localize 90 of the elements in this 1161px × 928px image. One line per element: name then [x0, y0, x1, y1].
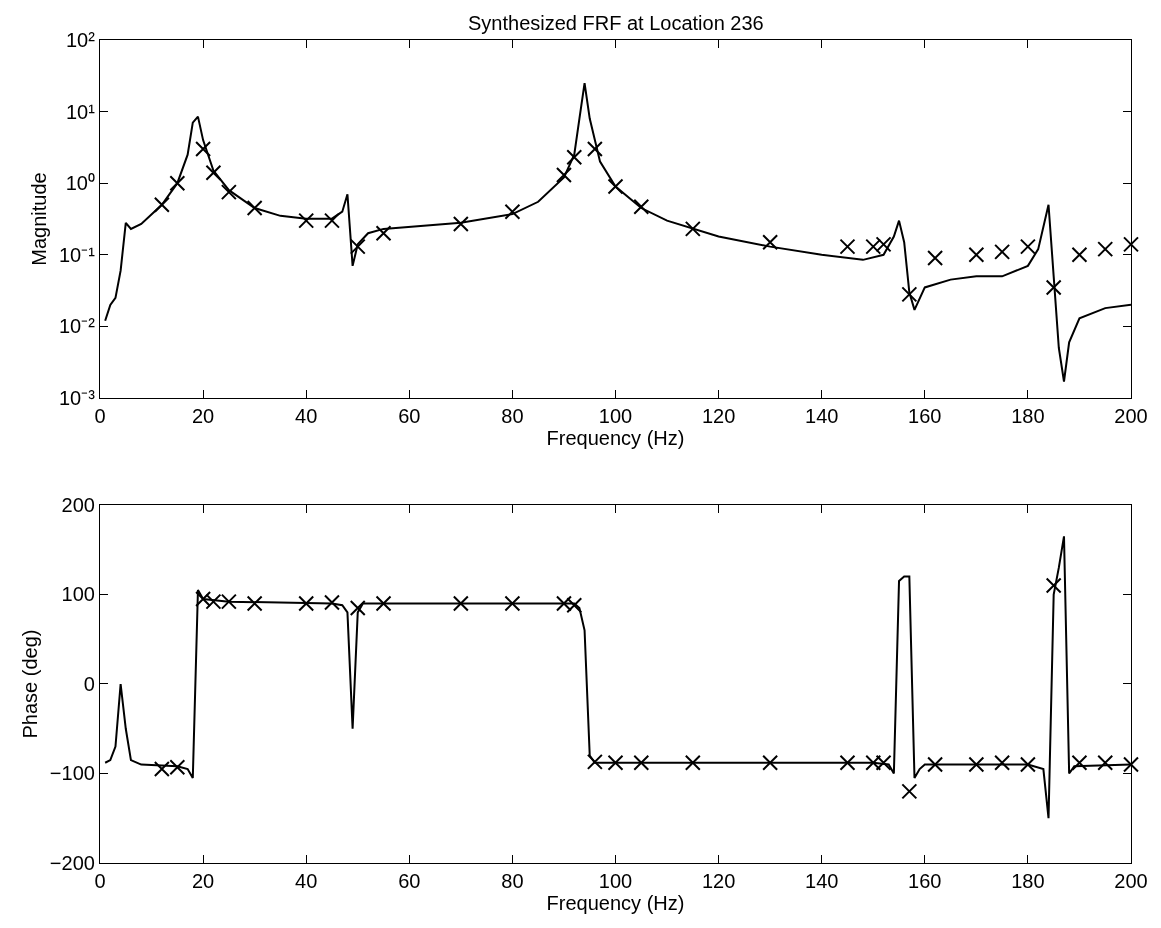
point [607, 754, 624, 771]
point [901, 286, 918, 303]
x-tick-label: 180 [1011, 405, 1045, 428]
y-tick-label: 100 [61, 583, 95, 606]
point [684, 754, 701, 771]
point [1097, 754, 1114, 771]
x-tick-label: 100 [598, 405, 633, 428]
point [195, 590, 212, 607]
point [839, 754, 856, 771]
point [504, 595, 521, 612]
y-tick-label: 10⁻¹ [58, 243, 96, 266]
point [220, 184, 237, 201]
point [633, 198, 650, 215]
point [607, 178, 624, 195]
point [323, 212, 340, 229]
point [349, 238, 366, 255]
point [375, 225, 392, 242]
x-tick-label: 160 [908, 405, 942, 428]
point [566, 597, 583, 614]
point [586, 753, 603, 770]
x-axis-title: Frequency (Hz) [546, 427, 685, 450]
point [875, 236, 892, 253]
point [927, 756, 944, 773]
point [205, 164, 222, 181]
y-tick-label: 10¹ [65, 100, 96, 123]
x-tick-label: 200 [1114, 870, 1148, 893]
x-tick-label: 60 [398, 405, 421, 428]
x-tick-label: 140 [805, 870, 839, 893]
point [1071, 754, 1088, 771]
x-tick-label: 40 [295, 405, 318, 428]
y-axis-title: Magnitude [28, 172, 51, 266]
x-tick-label: 120 [701, 870, 736, 893]
point [901, 783, 918, 800]
point [968, 246, 985, 263]
y-tick-label: 10⁻² [58, 315, 96, 338]
point [762, 754, 779, 771]
point [865, 238, 882, 255]
point [555, 167, 572, 184]
point [349, 599, 366, 616]
x-tick-label: 20 [191, 405, 215, 428]
point [1019, 756, 1036, 773]
x-tick-label: 120 [701, 405, 736, 428]
x-tick-label: 200 [1114, 405, 1148, 428]
x-tick-label: 180 [1011, 870, 1045, 893]
point [504, 203, 521, 220]
point [633, 754, 650, 771]
point [452, 215, 469, 232]
y-tick-label: 0 [83, 672, 95, 695]
chart-title: Synthesized FRF at Location 236 [468, 12, 764, 34]
point [169, 175, 186, 192]
x-axis-title: Frequency (Hz) [546, 892, 685, 915]
point [927, 250, 944, 267]
point [994, 243, 1011, 260]
y-tick-label: 200 [61, 493, 95, 516]
point [994, 754, 1011, 771]
x-tick-label: 40 [295, 870, 318, 893]
point [153, 196, 170, 213]
point [246, 200, 263, 217]
point [586, 141, 603, 158]
point [839, 238, 856, 255]
y-tick-label: 10² [65, 29, 96, 51]
point [1071, 246, 1088, 263]
point [323, 594, 340, 611]
point [452, 595, 469, 612]
x-tick-label: 140 [805, 405, 839, 428]
x-tick-label: 100 [598, 870, 633, 893]
x-tick-label: 80 [501, 870, 524, 893]
point [555, 595, 572, 612]
point [1045, 279, 1062, 296]
point [684, 220, 701, 237]
y-tick-label: 10⁻³ [58, 387, 96, 410]
x-tick-label: 60 [398, 870, 421, 893]
point [298, 212, 315, 229]
point [968, 756, 985, 773]
point [1045, 577, 1062, 594]
point [762, 234, 779, 251]
y-axis-title: Phase (deg) [19, 629, 42, 739]
point [195, 141, 212, 158]
point [1019, 238, 1036, 255]
y-tick-label: −100 [49, 762, 95, 785]
point [375, 595, 392, 612]
y-tick-label: −200 [49, 852, 95, 875]
point [566, 149, 583, 166]
x-tick-label: 160 [908, 870, 942, 893]
point [246, 595, 263, 612]
x-tick-label: 80 [501, 405, 524, 428]
x-tick-label: 20 [191, 870, 215, 893]
point [1097, 241, 1114, 258]
point [298, 595, 315, 612]
y-tick-label: 10⁰ [65, 172, 95, 195]
